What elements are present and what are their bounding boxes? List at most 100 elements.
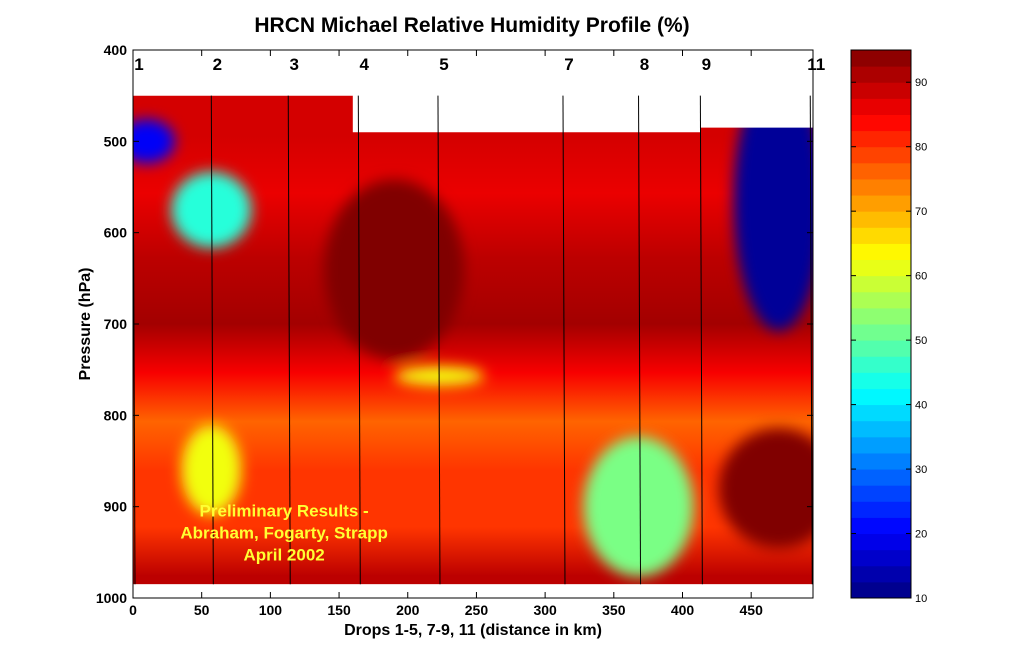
- colorbar-cell: [851, 517, 911, 535]
- drop-line-5: [437, 95, 441, 585]
- drop-label: 8: [640, 55, 649, 74]
- drop-label: 9: [702, 55, 711, 74]
- colorbar-cell: [851, 259, 911, 277]
- colorbar-tick-label: 10: [915, 593, 927, 605]
- x-tick: 450: [740, 50, 764, 618]
- x-tick-label: 250: [465, 602, 489, 618]
- x-tick-label: 50: [194, 602, 210, 618]
- colorbar-cell: [851, 404, 911, 422]
- x-tick-label: 400: [671, 602, 695, 618]
- data-gap: [133, 50, 813, 133]
- colorbar-cell: [851, 82, 911, 99]
- drop-label: 4: [360, 55, 370, 74]
- x-tick-label: 200: [396, 602, 420, 618]
- colorbar-cell: [851, 243, 911, 261]
- y-tick-label: 900: [104, 499, 128, 515]
- colorbar-tick-label: 90: [915, 77, 927, 89]
- x-tick-label: 300: [533, 602, 557, 618]
- humidity-feature: [718, 428, 813, 549]
- colorbar-tick-label: 40: [915, 400, 927, 412]
- colorbar-cell: [851, 227, 911, 244]
- data-gap: [133, 584, 813, 598]
- y-tick: 700: [104, 316, 813, 332]
- drop-labels: 1 2 3 4 5 7 8 9 11: [134, 55, 825, 74]
- annotation-line: Abraham, Fogarty, Strapp: [180, 524, 388, 543]
- x-tick: 400: [671, 50, 695, 618]
- drop-label: 11: [807, 55, 825, 74]
- x-tick-label: 450: [740, 602, 764, 618]
- x-tick: 0: [129, 50, 137, 618]
- colorbar-cell: [851, 340, 911, 357]
- colorbar-cells: [851, 50, 911, 599]
- colorbar-cell: [851, 565, 911, 583]
- drop-label: 5: [439, 55, 448, 74]
- colorbar-cell: [851, 130, 911, 148]
- colorbar-cell: [851, 356, 911, 373]
- colorbar-cell: [851, 275, 911, 293]
- x-tick: 50: [194, 50, 210, 618]
- annotation-line: April 2002: [243, 546, 324, 565]
- data-gaps: [133, 50, 813, 598]
- x-tick-label: 100: [259, 602, 283, 618]
- colorbar: 10 20 30 40 50 60 70 80 90: [850, 49, 927, 605]
- y-tick: 900: [104, 499, 813, 515]
- y-tick-label: 600: [104, 225, 128, 241]
- colorbar-cell: [851, 324, 911, 341]
- colorbar-tick: 70: [851, 206, 927, 218]
- x-tick: 200: [396, 50, 420, 618]
- y-tick: 400: [104, 42, 813, 58]
- colorbar-tick: 40: [851, 400, 927, 412]
- y-tick: 600: [104, 225, 813, 241]
- x-tick: 100: [259, 50, 283, 618]
- colorbar-cell: [851, 66, 911, 83]
- y-axis-label: Pressure (hPa): [77, 267, 94, 381]
- colorbar-cell: [851, 452, 911, 470]
- drop-line-7: [562, 95, 566, 585]
- colorbar-cell: [851, 291, 911, 309]
- colorbar-cell: [851, 50, 911, 67]
- x-axis: 0 50 100 150 200 250 300 350 400 450: [129, 50, 763, 618]
- colorbar-cell: [851, 388, 911, 406]
- humidity-feature: [583, 436, 694, 577]
- colorbar-tick: 30: [851, 464, 927, 476]
- drop-line-8: [638, 95, 642, 585]
- colorbar-frame: [850, 49, 912, 599]
- field-background: [133, 95, 813, 585]
- drop-line-11: [809, 95, 813, 585]
- colorbar-tick: 50: [851, 335, 927, 347]
- drop-label: 2: [213, 55, 222, 74]
- x-tick-label: 150: [327, 602, 351, 618]
- annotation-line: Preliminary Results -: [200, 502, 369, 521]
- y-tick-label: 1000: [96, 590, 127, 606]
- colorbar-cell: [851, 98, 911, 115]
- dropsonde-lines: [133, 95, 813, 585]
- y-tick: 800: [104, 407, 813, 423]
- drop-line-4: [357, 95, 361, 585]
- colorbar-cell: [851, 581, 911, 599]
- y-tick-label: 400: [104, 42, 128, 58]
- humidity-feature: [181, 425, 242, 516]
- colorbar-tick: 60: [851, 271, 927, 283]
- colorbar-tick: 90: [851, 77, 927, 89]
- x-tick: 350: [602, 50, 626, 618]
- drop-label: 3: [289, 55, 298, 74]
- colorbar-tick-label: 30: [915, 464, 927, 476]
- humidity-field: [133, 95, 813, 585]
- y-tick-label: 700: [104, 316, 128, 332]
- plot-area: 0 50 100 150 200 250 300 350 400 450 400 500 600 700…: [96, 42, 825, 618]
- colorbar-cell: [851, 549, 911, 567]
- colorbar-cell: [851, 162, 911, 180]
- x-axis-label: Drops 1-5, 7-9, 11 (distance in km): [344, 622, 602, 639]
- colorbar-ticks: 10 20 30 40 50 60 70 80 90: [851, 77, 927, 605]
- annotation: Preliminary Results - Abraham, Fogarty, S…: [180, 502, 388, 565]
- x-tick: 250: [465, 50, 489, 618]
- colorbar-tick-label: 50: [915, 335, 927, 347]
- x-tick: 300: [533, 50, 557, 618]
- colorbar-cell: [851, 146, 911, 164]
- drop-label: 7: [564, 55, 573, 74]
- colorbar-cell: [851, 114, 911, 132]
- y-tick: 500: [104, 133, 813, 149]
- chart-title: HRCN Michael Relative Humidity Profile (…: [254, 14, 690, 37]
- colorbar-tick-label: 80: [915, 142, 927, 154]
